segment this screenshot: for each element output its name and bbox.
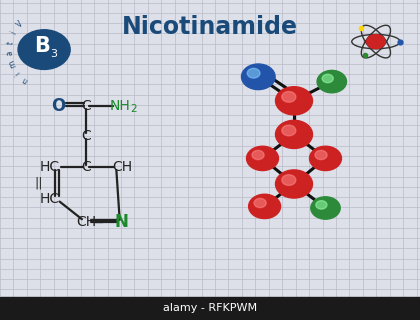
- Circle shape: [315, 150, 327, 160]
- Text: NH: NH: [109, 99, 130, 113]
- Circle shape: [249, 194, 281, 219]
- Bar: [0, 297, 420, 320]
- Circle shape: [317, 70, 346, 93]
- Text: t: t: [5, 40, 15, 45]
- Text: CH: CH: [113, 160, 133, 174]
- Circle shape: [282, 92, 296, 102]
- Text: Nicotinamide: Nicotinamide: [122, 15, 298, 39]
- Text: 2: 2: [131, 104, 137, 115]
- Text: HC: HC: [39, 160, 60, 174]
- Circle shape: [18, 30, 70, 69]
- Text: N: N: [115, 213, 129, 231]
- Text: B: B: [34, 36, 50, 56]
- Text: =: =: [93, 215, 105, 229]
- Text: HC: HC: [39, 192, 60, 206]
- Circle shape: [276, 87, 312, 115]
- Circle shape: [276, 120, 312, 148]
- Text: ||: ||: [34, 177, 43, 190]
- Text: C: C: [81, 160, 91, 174]
- Circle shape: [247, 146, 278, 171]
- Circle shape: [367, 35, 385, 49]
- Text: C: C: [81, 129, 91, 143]
- Circle shape: [241, 64, 275, 90]
- Circle shape: [254, 198, 266, 208]
- Text: i: i: [9, 30, 18, 36]
- Circle shape: [252, 150, 264, 160]
- Circle shape: [282, 175, 296, 185]
- Circle shape: [282, 125, 296, 136]
- Text: alamy - RFKPWM: alamy - RFKPWM: [163, 303, 257, 314]
- Text: V: V: [15, 20, 25, 29]
- Text: CH: CH: [76, 215, 96, 229]
- Circle shape: [276, 170, 312, 198]
- Text: n: n: [21, 74, 30, 84]
- Text: 3: 3: [50, 49, 57, 59]
- Text: C: C: [81, 99, 91, 113]
- Text: O: O: [51, 97, 65, 115]
- Circle shape: [316, 201, 327, 209]
- Circle shape: [311, 197, 340, 219]
- Circle shape: [247, 68, 260, 78]
- Text: a: a: [5, 51, 15, 56]
- Circle shape: [310, 146, 341, 171]
- Text: i: i: [13, 68, 22, 76]
- Text: m: m: [7, 58, 18, 68]
- Circle shape: [322, 74, 333, 83]
